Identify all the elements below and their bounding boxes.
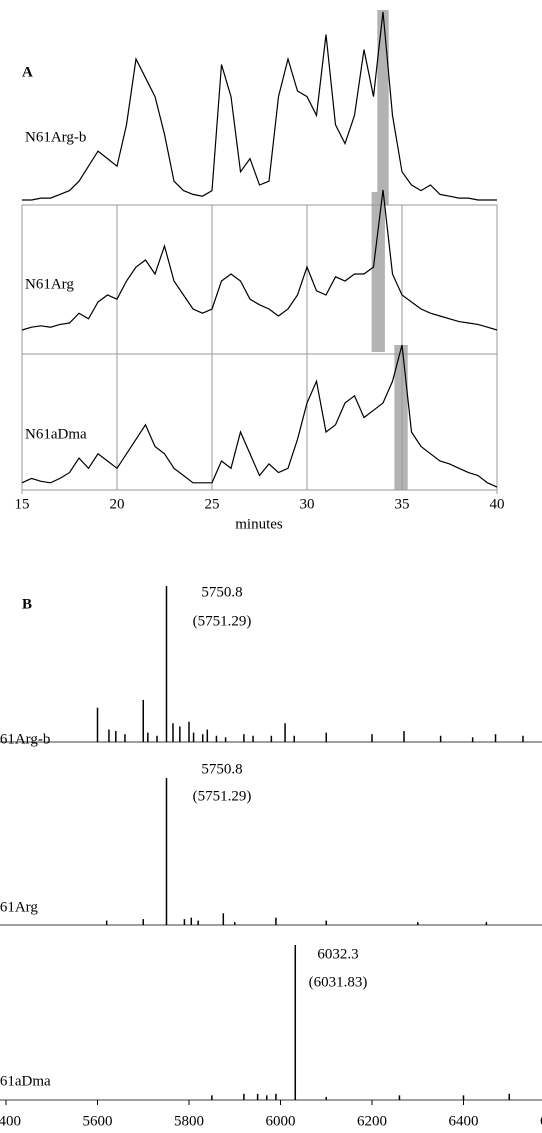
trace xyxy=(21,344,498,488)
annotation: (6031.83) xyxy=(309,974,368,990)
highlight xyxy=(377,10,389,205)
plot-box xyxy=(21,204,498,491)
highlight xyxy=(394,345,408,490)
annotation: 5750.8 xyxy=(201,584,242,600)
trace xyxy=(22,11,497,201)
series-label: N61Arg xyxy=(25,276,74,292)
panel-label: B xyxy=(22,596,32,612)
x-tick-label: 20 xyxy=(110,496,125,512)
x-tick-label: 6400 xyxy=(449,1113,479,1129)
x-tick-label: 6200 xyxy=(357,1113,387,1129)
annotation: (5751.29) xyxy=(193,613,252,629)
x-tick-label: 35 xyxy=(395,496,410,512)
series-label: N61Arg-b xyxy=(0,731,50,747)
x-tick-label: 25 xyxy=(205,496,220,512)
highlight xyxy=(371,192,385,352)
x-tick-label: 5800 xyxy=(174,1113,204,1129)
annotation: 6032.3 xyxy=(317,946,358,962)
panel-label: A xyxy=(22,64,33,80)
series-label: N61aDma xyxy=(0,1073,51,1089)
x-tick-label: 6000 xyxy=(266,1113,296,1129)
annotation: (5751.29) xyxy=(193,788,252,804)
x-tick-label: 15 xyxy=(15,496,30,512)
x-tick-label: 30 xyxy=(300,496,315,512)
x-tick-label: 6600 xyxy=(540,1113,542,1129)
series-label: N61aDma xyxy=(25,426,87,442)
annotation: 5750.8 xyxy=(201,761,242,777)
series-label: N61Arg-b xyxy=(25,129,86,145)
series-label: N61Arg xyxy=(0,899,38,915)
x-tick-label: 40 xyxy=(490,496,505,512)
x-tick-label: 5600 xyxy=(83,1113,113,1129)
x-tick-label: 5400 xyxy=(0,1113,21,1129)
trace xyxy=(21,189,498,331)
x-axis-label: minutes xyxy=(235,516,283,532)
